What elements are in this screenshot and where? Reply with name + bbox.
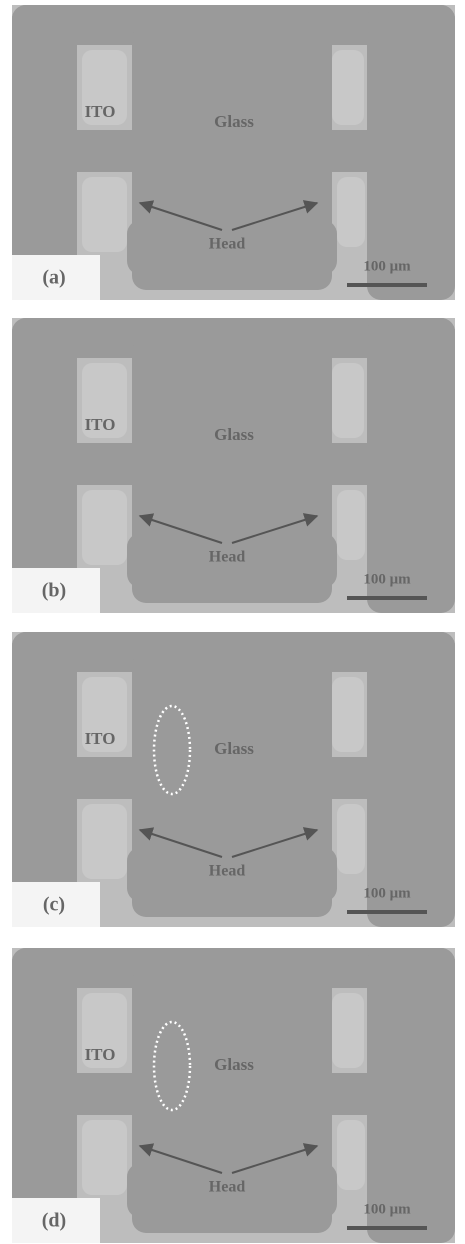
head-label: Head <box>209 1179 246 1196</box>
scale-bar <box>347 596 427 600</box>
glass-gap <box>82 804 127 879</box>
scale-bar <box>347 910 427 914</box>
ito-pattern <box>367 948 455 1243</box>
panel-label: (a) <box>42 267 65 289</box>
glass-gap <box>82 1120 127 1195</box>
ito-label: ITO <box>85 415 116 434</box>
glass-gap <box>332 993 364 1068</box>
panel-label: (c) <box>43 894 65 916</box>
page: ITO Glass Head 100 μm (a) ITO Glass Head 100 μm (… <box>0 0 465 1244</box>
glass-gap <box>337 804 365 874</box>
micrograph-panel: ITO Glass Head 100 μm (b) <box>12 318 455 613</box>
glass-gap <box>337 1120 365 1190</box>
glass-gap <box>332 363 364 438</box>
glass-gap <box>332 50 364 125</box>
ito-pattern <box>367 632 455 927</box>
scale-label: 100 μm <box>363 571 411 587</box>
ito-pattern <box>367 318 455 613</box>
ito-label: ITO <box>85 729 116 748</box>
head-label: Head <box>209 863 246 880</box>
scale-label: 100 μm <box>363 258 411 274</box>
ito-label: ITO <box>85 102 116 121</box>
glass-gap <box>332 677 364 752</box>
scale-label: 100 μm <box>363 885 411 901</box>
glass-gap <box>82 177 127 252</box>
glass-label: Glass <box>214 112 254 131</box>
scale-bar <box>347 283 427 287</box>
scale-label: 100 μm <box>363 1201 411 1217</box>
scale-bar <box>347 1226 427 1230</box>
glass-gap <box>337 490 365 560</box>
glass-label: Glass <box>214 1055 254 1074</box>
micrograph-panel: ITO Glass Head 100 μm (a) <box>12 5 455 300</box>
micrograph-panel: ITO Glass Head 100 μm (d) <box>12 948 455 1243</box>
glass-gap <box>337 177 365 247</box>
micrograph-panel: ITO Glass Head 100 μm (c) <box>12 632 455 927</box>
figure: ITO Glass Head 100 μm (a) ITO Glass Head 100 μm (… <box>0 0 465 1244</box>
ito-pattern <box>367 5 455 300</box>
panel-label: (d) <box>42 1210 66 1232</box>
glass-label: Glass <box>214 425 254 444</box>
glass-gap <box>82 490 127 565</box>
head-label: Head <box>209 549 246 566</box>
ito-label: ITO <box>85 1045 116 1064</box>
panel-label: (b) <box>42 580 66 602</box>
head-label: Head <box>209 236 246 253</box>
glass-label: Glass <box>214 739 254 758</box>
